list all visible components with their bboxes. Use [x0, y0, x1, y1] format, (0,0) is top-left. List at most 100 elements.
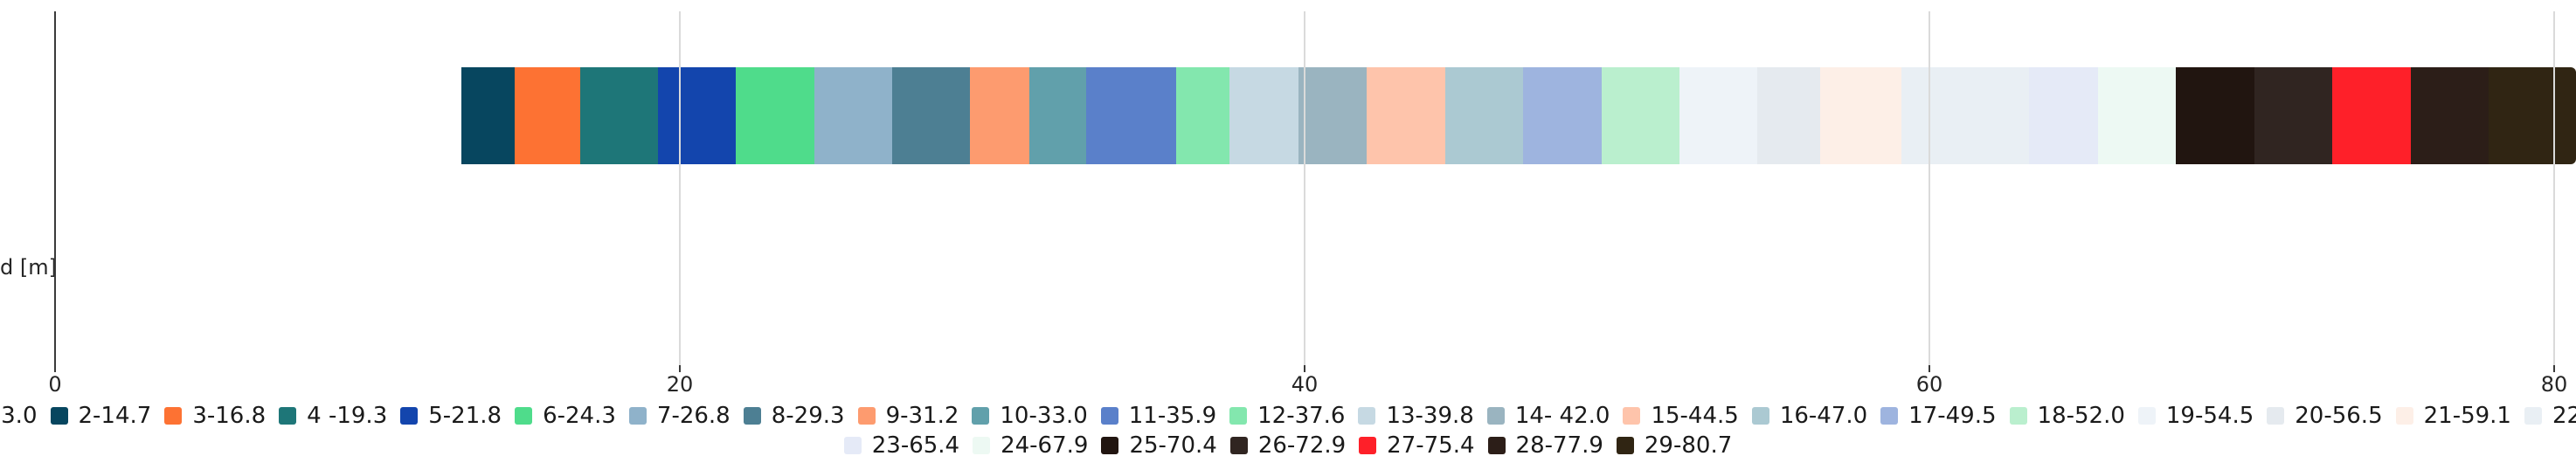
legend-swatch-icon: [1751, 407, 1769, 425]
legend-item-15: 15-44.5: [1623, 403, 1739, 429]
bar-segment-18: [1601, 67, 1679, 164]
legend-swatch-icon: [1229, 407, 1248, 425]
legend-label: 26-72.9: [1257, 432, 1347, 459]
legend: 1-13.0 2-14.7 3-16.8 4 -19.3 5-21.8 6-24.3 7-2…: [0, 403, 2576, 459]
gridline-x-60: [1928, 11, 1930, 365]
legend-swatch-icon: [1487, 437, 1506, 454]
legend-item-1: 1-13.0: [0, 403, 38, 429]
legend-label: 3-16.8: [192, 403, 267, 429]
bar-segment-6: [736, 67, 814, 164]
bar-segment-10: [1029, 67, 1086, 164]
legend-item-17: 17-49.5: [1880, 403, 1997, 429]
legend-item-7: 7-26.8: [628, 403, 731, 429]
gridline-x-40: [1303, 11, 1305, 365]
bar-segment-29: [2488, 67, 2576, 164]
bar-segment-1: [55, 67, 461, 164]
legend-label: 19-54.5: [2165, 403, 2254, 429]
bar-segment-15: [1367, 67, 1445, 164]
legend-label: 8-29.3: [771, 403, 845, 429]
legend-swatch-icon: [843, 437, 862, 454]
stacked-bar: [0, 67, 2576, 164]
bar-segment-5: [657, 67, 737, 164]
legend-swatch-icon: [973, 437, 991, 454]
legend-item-16: 16-47.0: [1751, 403, 1867, 429]
legend-swatch-icon: [1880, 407, 1899, 425]
legend-label: 5-21.8: [428, 403, 502, 429]
legend-item-21: 21-59.1: [2395, 403, 2511, 429]
bar-segment-24: [2098, 67, 2177, 164]
legend-swatch-icon: [279, 407, 297, 425]
legend-swatch-icon: [2137, 407, 2156, 425]
legend-item-4: 4 -19.3: [279, 403, 387, 429]
x-tick-label-40: 40: [1291, 372, 1319, 397]
legend-swatch-icon: [2267, 407, 2285, 425]
legend-swatch-icon: [1486, 407, 1505, 425]
legend-label: 24-67.9: [1001, 432, 1089, 459]
legend-item-28: 28-77.9: [1487, 432, 1603, 459]
x-tick-20: [678, 365, 681, 372]
bar-segment-2: [460, 67, 515, 164]
legend-item-8: 8-29.3: [743, 403, 845, 429]
legend-swatch-icon: [50, 407, 68, 425]
legend-label: 21-59.1: [2423, 403, 2511, 429]
legend-row-1: 1-13.0 2-14.7 3-16.8 4 -19.3 5-21.8 6-24.3 7-2…: [0, 403, 2576, 429]
bar-segment-9: [970, 67, 1030, 164]
legend-item-23: 23-65.4: [843, 432, 960, 459]
y-axis-line: [54, 11, 56, 372]
legend-item-11: 11-35.9: [1100, 403, 1217, 429]
legend-item-26: 26-72.9: [1229, 432, 1347, 459]
legend-swatch-icon: [1229, 437, 1248, 454]
legend-item-20: 20-56.5: [2267, 403, 2383, 429]
legend-swatch-icon: [400, 407, 419, 425]
gridline-x-80: [2552, 11, 2555, 365]
legend-label: 4 -19.3: [307, 403, 388, 429]
legend-item-22: 22-63.2: [2524, 403, 2576, 429]
bar-segment-28: [2410, 67, 2489, 164]
legend-label: 27-75.4: [1387, 432, 1475, 459]
legend-label: 18-52.0: [2037, 403, 2125, 429]
legend-item-9: 9-31.2: [857, 403, 959, 429]
legend-swatch-icon: [1100, 407, 1118, 425]
legend-item-27: 27-75.4: [1359, 432, 1475, 459]
legend-swatch-icon: [743, 407, 761, 425]
x-tick-label-80: 80: [2540, 372, 2568, 397]
legend-label: 2-14.7: [78, 403, 152, 429]
legend-item-5: 5-21.8: [400, 403, 502, 429]
legend-swatch-icon: [1359, 437, 1377, 454]
bar-segment-20: [1757, 67, 1820, 164]
bar-segment-17: [1523, 67, 1602, 164]
bar-segment-3: [514, 67, 580, 164]
legend-swatch-icon: [857, 407, 876, 425]
legend-label: 13-39.8: [1386, 403, 1474, 429]
legend-label: 14- 42.0: [1514, 403, 1610, 429]
legend-swatch-icon: [515, 407, 533, 425]
legend-swatch-icon: [628, 407, 647, 425]
legend-label: 1-13.0: [0, 403, 38, 429]
y-axis-label: d [m]: [0, 255, 57, 280]
bar-segment-14: [1298, 67, 1368, 164]
legend-label: 17-49.5: [1908, 403, 1997, 429]
legend-swatch-icon: [164, 407, 183, 425]
legend-item-29: 29-80.7: [1616, 432, 1732, 459]
x-tick-label-60: 60: [1915, 372, 1943, 397]
legend-label: 12-37.6: [1257, 403, 1346, 429]
legend-label: 23-65.4: [871, 432, 960, 459]
legend-item-2: 2-14.7: [50, 403, 152, 429]
x-tick-40: [1303, 365, 1305, 372]
gridline-x-20: [678, 11, 681, 365]
bar-segment-21: [1819, 67, 1901, 164]
legend-item-14: 14- 42.0: [1486, 403, 1610, 429]
bar-segment-7: [814, 67, 893, 164]
bar-segment-23: [2029, 67, 2099, 164]
legend-label: 20-56.5: [2295, 403, 2383, 429]
bar-segment-27: [2332, 67, 2411, 164]
bar-segment-16: [1444, 67, 1524, 164]
x-tick-label-0: 0: [48, 372, 62, 397]
legend-item-10: 10-33.0: [972, 403, 1088, 429]
legend-label: 25-70.4: [1129, 432, 1217, 459]
legend-item-18: 18-52.0: [2009, 403, 2125, 429]
x-tick-label-20: 20: [666, 372, 694, 397]
legend-label: 11-35.9: [1128, 403, 1217, 429]
legend-label: 22-63.2: [2552, 403, 2576, 429]
bar-segment-25: [2176, 67, 2254, 164]
